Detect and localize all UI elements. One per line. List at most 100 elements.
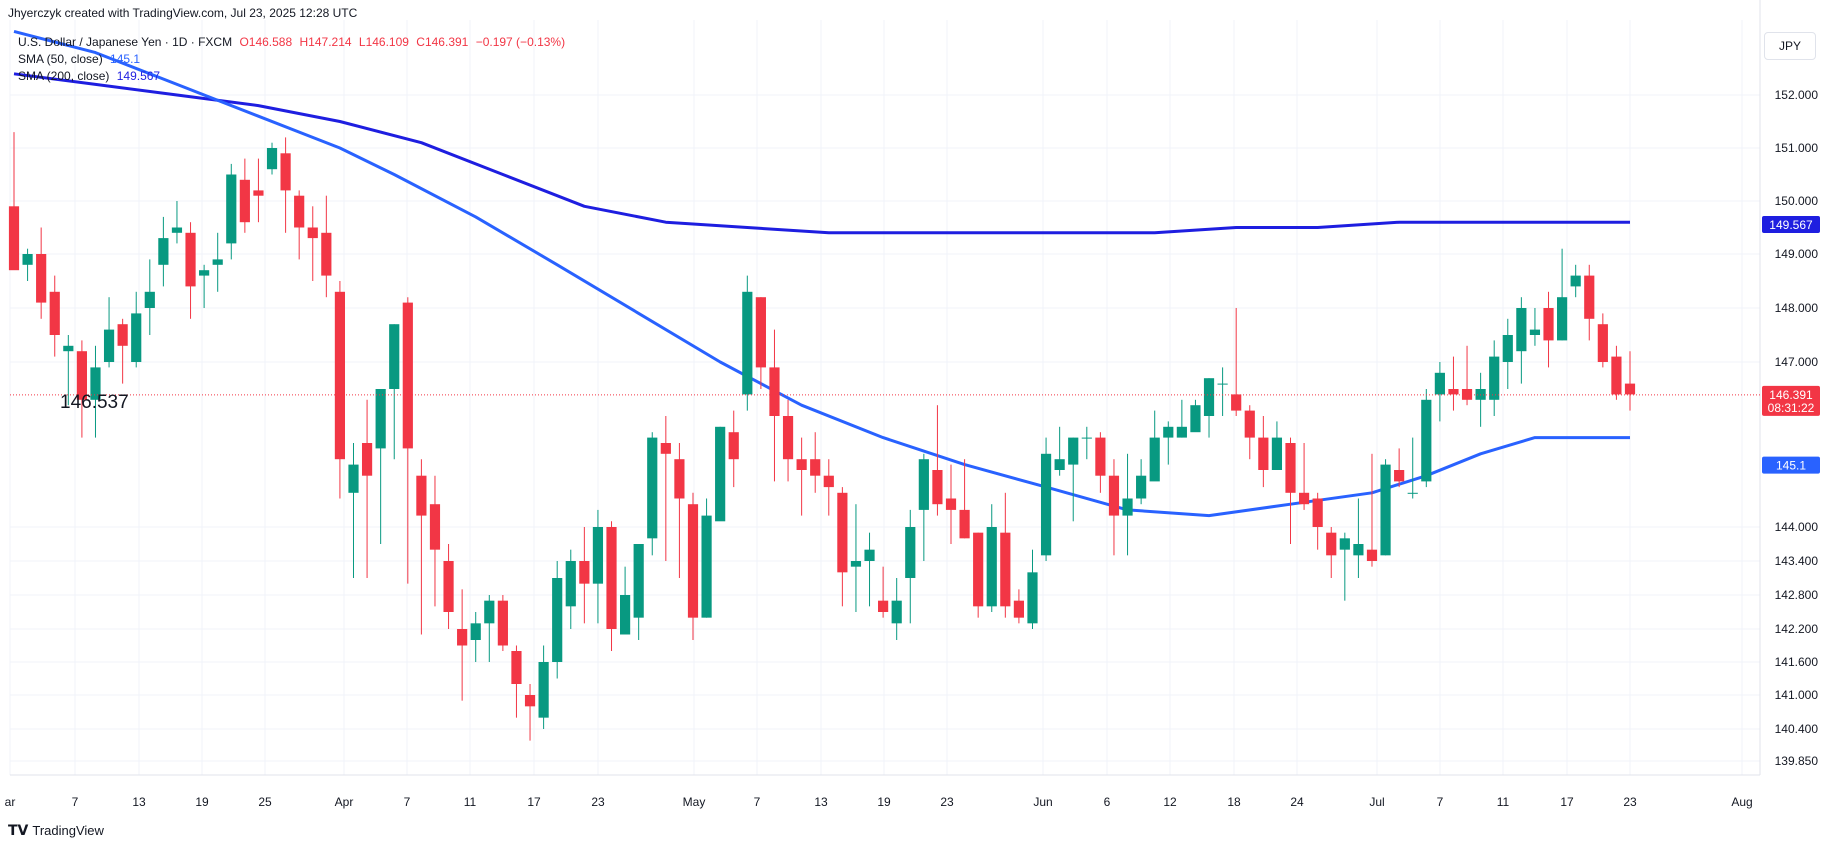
sma50-row[interactable]: SMA (50, close) 145.1 (18, 51, 569, 68)
candle-body (1394, 470, 1405, 482)
sma50-line-group (13, 29, 1630, 518)
footer: 𝗧𝗩 TradingView (8, 822, 104, 839)
time-tick-label: ar (5, 795, 16, 809)
candle-body (538, 662, 549, 718)
candle (1380, 459, 1391, 556)
candle (294, 190, 305, 260)
candle (973, 532, 984, 618)
candle (457, 589, 468, 701)
candle-body (1095, 437, 1106, 476)
price-label-text: 145.1 (1776, 459, 1806, 473)
candle-body (1000, 532, 1011, 607)
author-line: Jhyerczyk created with TradingView.com, … (8, 6, 358, 20)
candle-body (850, 561, 862, 567)
candle-body (633, 544, 644, 618)
price-tick-label: 147.000 (1775, 355, 1819, 369)
candle-body (321, 232, 332, 276)
candle (728, 410, 739, 488)
candle (497, 595, 508, 651)
time-tick-label: 17 (527, 795, 541, 809)
candle-body (1407, 492, 1418, 494)
candle-body (1624, 383, 1636, 395)
candle-body (1013, 600, 1024, 618)
candle (674, 443, 685, 578)
price-label-text: 149.567 (1769, 218, 1813, 232)
candle-body (144, 291, 155, 308)
candle-body (266, 148, 278, 170)
time-tick-label: Jul (1369, 795, 1384, 809)
candle-body (782, 416, 794, 460)
price-label-box (1762, 385, 1820, 416)
candle-body (701, 515, 712, 618)
candle-body (375, 389, 386, 449)
candle-body (389, 324, 400, 389)
candle (511, 645, 522, 718)
candle (36, 227, 47, 319)
candle-body (1163, 426, 1174, 438)
candle (579, 527, 590, 624)
time-tick-label: 11 (464, 795, 477, 809)
candle-body (511, 651, 522, 684)
candle (239, 158, 250, 233)
candle (1461, 345, 1473, 406)
candle-body (470, 623, 481, 640)
price-tick-label: 141.000 (1775, 688, 1819, 702)
candle-body (22, 254, 33, 265)
candle (1095, 432, 1106, 493)
candle (429, 475, 441, 607)
candle (144, 259, 155, 335)
candle-body (1122, 498, 1133, 516)
candle-body (484, 600, 495, 624)
candle (266, 142, 278, 175)
candle-body (1298, 492, 1310, 505)
candle-body (742, 291, 753, 395)
candle-body (796, 459, 807, 470)
countdown-text: 08:31:22 (1768, 401, 1815, 415)
candle-body (932, 470, 943, 505)
candle-body (226, 174, 237, 244)
symbol-row[interactable]: U.S. Dollar / Japanese Yen · 1D · FXCM O… (18, 34, 569, 51)
candle (1326, 527, 1337, 578)
candle (647, 432, 658, 556)
candle-body (552, 578, 563, 662)
candle-body (1244, 410, 1255, 438)
candle (8, 132, 20, 271)
candle-body (606, 527, 617, 629)
candle-body (1380, 464, 1391, 556)
candle-body (565, 561, 576, 607)
candle-body (715, 426, 726, 522)
candle-body (1516, 308, 1527, 352)
candle (715, 426, 726, 522)
time-tick-label: May (683, 795, 706, 809)
symbol-name[interactable]: U.S. Dollar / Japanese Yen · 1D · FXCM (18, 35, 233, 49)
currency-button[interactable]: JPY (1764, 32, 1816, 60)
candle (1271, 421, 1283, 470)
candle (1584, 264, 1595, 341)
candle-body (1231, 394, 1242, 411)
candle (375, 389, 386, 544)
candle-body (1584, 275, 1595, 319)
candle (1543, 291, 1554, 368)
time-axis[interactable]: ar 7 13 19 25 Apr 7 11 17 23 May 7 13 19 23 Jun 6 12 18 24 J… (5, 795, 1753, 809)
candle (131, 291, 142, 368)
candle (1407, 437, 1418, 499)
candle-body (945, 498, 957, 510)
sma200-row[interactable]: SMA (200, close) 149.567 (18, 68, 569, 85)
candle-body (1068, 437, 1079, 465)
candle-body (443, 561, 454, 612)
time-tick-label: Aug (1731, 795, 1752, 809)
candles (8, 132, 1636, 741)
price-axis[interactable]: 152.000 151.000 150.000 149.000 148.000 147.0… (1775, 88, 1819, 768)
candle (1000, 492, 1011, 618)
candle-body (158, 238, 169, 265)
candle-body (1054, 459, 1065, 470)
sma200-line-group (13, 72, 1630, 235)
candle (1421, 389, 1432, 488)
tradingview-logo-icon[interactable]: 𝗧𝗩 (8, 822, 29, 838)
candle-body (1149, 437, 1160, 482)
candle-body (49, 291, 60, 335)
candle-body (348, 464, 359, 493)
candle-body (728, 432, 739, 460)
candle-body (239, 179, 250, 223)
